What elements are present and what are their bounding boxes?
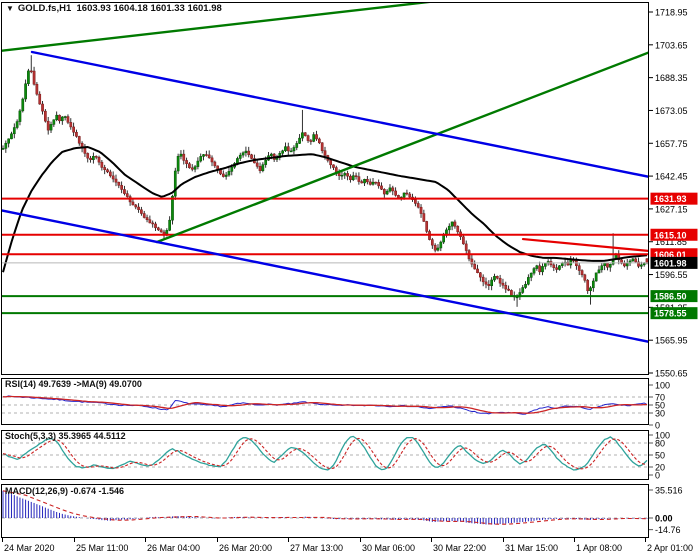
subpanel-border (1, 484, 649, 538)
blue-channel-upper[interactable] (30, 50, 650, 178)
rsi-scale-label: 0 (655, 421, 660, 431)
stoch-scale-label: 80 (655, 439, 665, 449)
time-tick-label: 30 Mar 22:00 (433, 543, 486, 553)
price-level-badge (650, 256, 698, 269)
time-axis[interactable] (0, 538, 700, 560)
price-level-badge (650, 228, 698, 241)
stoch-scale-label: 0 (655, 471, 660, 481)
panel-splitter[interactable] (0, 424, 650, 430)
price-level-badge (650, 248, 698, 261)
subpanel-border (1, 430, 649, 480)
time-tick-label: 2 Apr 01:00 (647, 543, 693, 553)
macd-indicator-label: MACD(12,26,9) -0.674 -1.546 (5, 486, 125, 496)
time-tick-label: 30 Mar 06:00 (362, 543, 415, 553)
moving-average-line (2, 146, 648, 273)
macd-panel (2, 490, 648, 525)
candles (2, 55, 648, 307)
macd-scale-label: 0.00 (655, 514, 673, 524)
ohlc-values: 1603.93 1604.18 1601.33 1601.98 (76, 3, 222, 14)
green-trend-lower[interactable] (155, 51, 650, 244)
rsi-scale-label: 30 (655, 409, 665, 419)
price-tick-label: 1611.85 (655, 237, 687, 247)
price-axis[interactable] (650, 0, 700, 538)
price-tick-label: 1673.05 (655, 106, 688, 116)
red-trendline[interactable] (521, 237, 650, 252)
chart-title: ▼ GOLD.fs,H1 1603.93 1604.18 1601.33 1601… (6, 3, 222, 14)
price-level-badge-text: 1586.50 (654, 292, 687, 302)
rsi-scale-label: 100 (655, 381, 670, 391)
stoch-k-line (2, 435, 648, 471)
macd-signal-line (2, 490, 647, 525)
time-tick-label: 25 Mar 11:00 (76, 543, 128, 553)
stoch-scale-label: 50 (655, 451, 665, 461)
price-tick-label: 1642.45 (655, 172, 688, 182)
price-level-badge (650, 192, 698, 205)
rsi-indicator-label: RSI(14) 49.7639 ->MA(9) 49.0700 (5, 379, 142, 389)
price-tick-label: 1703.65 (655, 40, 688, 50)
price-tick-label: 1657.75 (655, 139, 688, 149)
time-tick-label: 26 Mar 20:00 (219, 543, 272, 553)
stoch-scale-label: 100 (655, 431, 670, 441)
price-tick-label: 1550.65 (655, 369, 688, 379)
time-tick-label: 31 Mar 15:00 (505, 543, 558, 553)
price-tick-label: 1627.15 (655, 204, 688, 214)
price-tick-label: 1718.95 (655, 8, 688, 18)
price-axis-labels: 1718.95 1703.65 1688.35 1673.05 1657.75 1642.… (649, 8, 698, 535)
rsi-panel (2, 395, 648, 415)
time-axis-labels: 24 Mar 2020 25 Mar 11:00 26 Mar 04:00 26 Ma… (2, 538, 693, 553)
time-tick-label: 26 Mar 04:00 (147, 543, 200, 553)
price-tick-label: 1565.95 (655, 336, 688, 346)
price-level-badge (650, 290, 698, 303)
price-level-badge-text: 1601.98 (654, 258, 687, 268)
price-level-badge-text: 1615.10 (654, 230, 687, 240)
time-tick-label: 1 Apr 08:00 (576, 543, 622, 553)
stoch-scale-label: 20 (655, 463, 665, 473)
stoch-d-line (2, 437, 648, 470)
price-tick-label: 1688.35 (655, 73, 688, 83)
rsi-ma-line (2, 395, 648, 414)
price-level-badge-text: 1578.55 (654, 309, 687, 319)
price-level-badge (650, 307, 698, 320)
rsi-line (2, 395, 648, 415)
price-level-badge-text: 1606.01 (654, 250, 687, 260)
main-panel-border (1, 2, 649, 375)
symbol-dropdown-icon[interactable]: ▼ (6, 4, 14, 13)
panel-splitter[interactable] (0, 479, 650, 484)
macd-scale-label: 35.516 (655, 485, 683, 495)
time-tick-label: 27 Mar 13:00 (290, 543, 343, 553)
subpanel-border (1, 378, 649, 425)
rsi-scale-label: 50 (655, 401, 665, 411)
blue-channel-lower[interactable] (0, 209, 650, 343)
stoch-panel (2, 435, 648, 471)
panel-splitter[interactable] (0, 374, 650, 378)
chart-objects (0, 0, 650, 343)
price-level-badge-text: 1631.93 (654, 194, 687, 204)
macd-scale-label: -14.76 (655, 525, 681, 535)
symbol-timeframe-label: GOLD.fs,H1 (17, 3, 72, 14)
rsi-scale-label: 70 (655, 393, 665, 403)
time-tick-label: 24 Mar 2020 (4, 543, 55, 553)
green-trend-upper[interactable] (0, 0, 445, 52)
price-tick-label: 1596.55 (655, 270, 688, 280)
stoch-indicator-label: Stoch(5,3,3) 35.3965 44.5112 (5, 431, 126, 441)
